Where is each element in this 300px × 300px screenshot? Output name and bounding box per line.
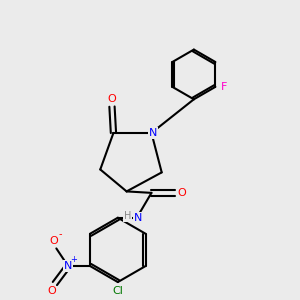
Text: +: +	[70, 255, 77, 264]
Text: O: O	[108, 94, 116, 104]
Text: F: F	[221, 82, 227, 92]
Text: O: O	[49, 236, 58, 245]
Text: N: N	[149, 128, 157, 138]
Text: N: N	[134, 213, 142, 223]
Text: Cl: Cl	[112, 286, 123, 296]
Text: N: N	[64, 261, 72, 271]
Text: -: -	[59, 229, 62, 239]
Text: H: H	[124, 211, 131, 221]
Text: O: O	[48, 286, 56, 296]
Text: O: O	[178, 188, 187, 198]
